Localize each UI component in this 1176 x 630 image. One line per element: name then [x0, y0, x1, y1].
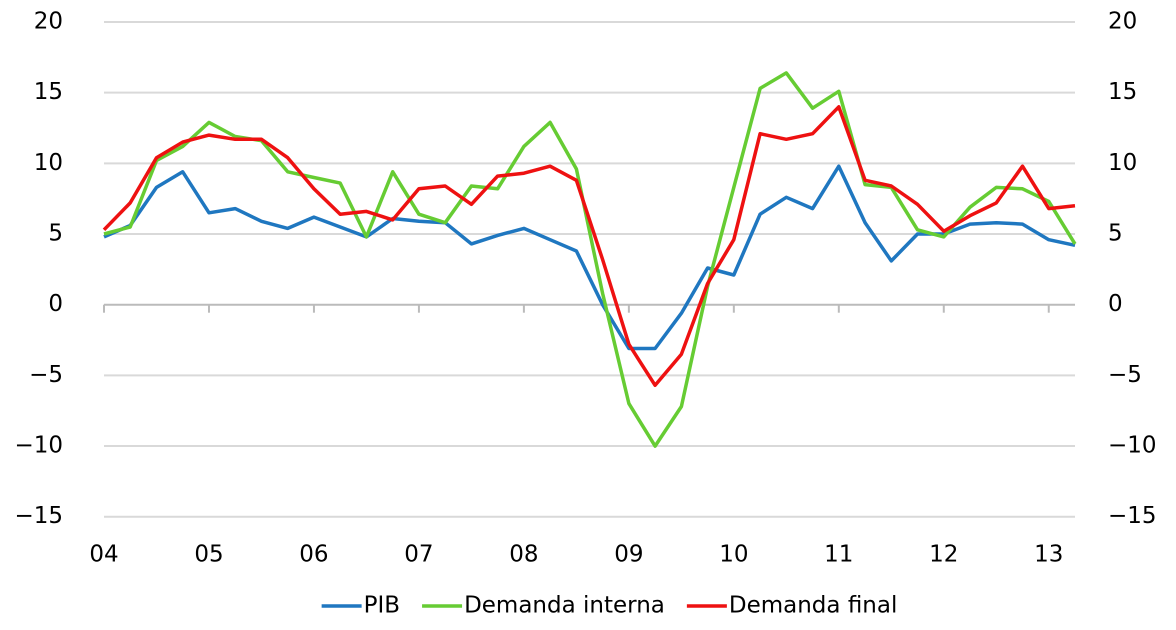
y-tick-label: 20 — [34, 9, 63, 35]
x-tick-label: 13 — [1034, 542, 1063, 568]
x-tick-label: 12 — [929, 542, 958, 568]
series-line — [102, 105, 1076, 388]
series-line — [103, 164, 1076, 351]
y-tick-label: 5 — [48, 221, 63, 247]
x-tick-label: 05 — [194, 542, 223, 568]
y-tick-label: 0 — [48, 291, 63, 317]
y-tick-label: −5 — [1108, 362, 1142, 388]
x-tick-label: 04 — [89, 542, 118, 568]
y-tick-label: 20 — [1108, 9, 1137, 35]
y-tick-label: 15 — [34, 79, 63, 105]
y-tick-label: −15 — [14, 503, 63, 529]
x-tick-label: 11 — [824, 542, 853, 568]
legend-label: Demanda interna — [464, 593, 665, 619]
y-tick-label: −10 — [1108, 433, 1157, 459]
y-tick-label: 10 — [34, 150, 63, 176]
series-line — [103, 71, 1077, 448]
x-tick-label: 08 — [509, 542, 538, 568]
y-tick-label: 15 — [1108, 79, 1137, 105]
y-tick-label: 5 — [1108, 221, 1123, 247]
y-tick-label: 0 — [1108, 291, 1123, 317]
y-tick-label: −5 — [29, 362, 63, 388]
x-tick-label: 06 — [299, 542, 328, 568]
legend-label: PIB — [364, 593, 400, 619]
x-tick-label: 09 — [614, 542, 643, 568]
y-tick-label: −15 — [1108, 503, 1157, 529]
y-tick-label: −10 — [14, 433, 63, 459]
x-tick-label: 07 — [404, 542, 433, 568]
legend: PIB Demanda interna Demanda final — [321, 593, 898, 619]
x-tick-label: 10 — [719, 542, 748, 568]
legend-label: Demanda final — [729, 593, 898, 619]
y-tick-label: 10 — [1108, 150, 1137, 176]
